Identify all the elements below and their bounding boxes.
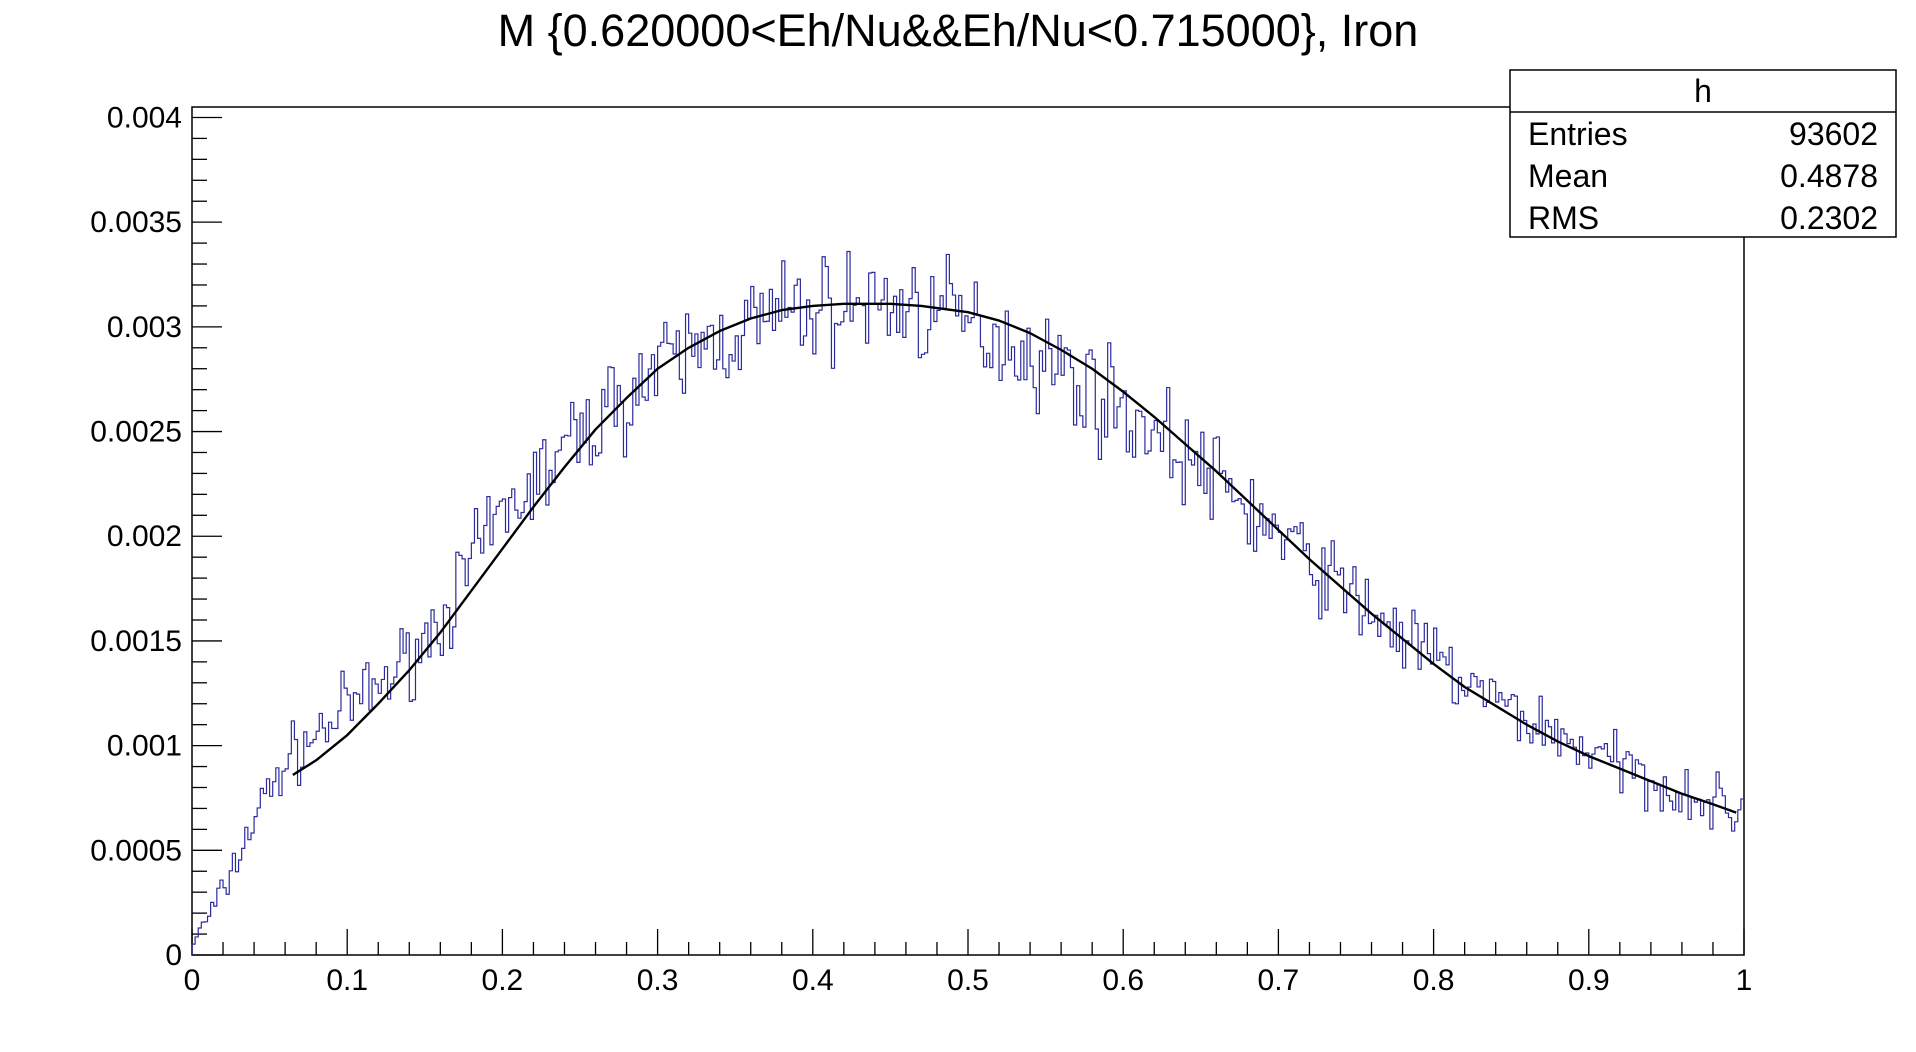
stats-entries-value: 93602 [1789,116,1878,152]
stats-name: h [1694,73,1712,109]
y-tick-label: 0.004 [107,101,182,134]
x-tick-label: 0.2 [482,964,524,997]
x-tick-label: 0.6 [1102,964,1144,997]
x-tick-label: 0.4 [792,964,834,997]
x-axis: 0 0.1 0.2 0.3 0.4 0.5 0.6 0.7 0.8 0.9 1 [184,929,1753,997]
x-tick-label: 0.5 [947,964,989,997]
stats-mean-label: Mean [1528,158,1608,194]
y-tick-label: 0.0035 [90,206,182,239]
stats-mean-value: 0.4878 [1780,158,1878,194]
histogram-layer [191,250,1744,955]
y-tick-label: 0.002 [107,520,182,553]
x-tick-label: 0.8 [1413,964,1455,997]
fit-curve [292,302,1737,814]
x-tick-label: 0.3 [637,964,679,997]
y-tick-label: 0 [165,939,182,972]
y-tick-label: 0.0005 [90,834,182,867]
stats-box: h Entries 93602 Mean 0.4878 RMS 0.2302 [1509,69,1897,238]
y-tick-label: 0.0025 [90,416,182,449]
stats-rms-value: 0.2302 [1780,200,1878,236]
histogram-line [191,250,1744,955]
x-tick-label: 0.7 [1258,964,1300,997]
y-tick-label: 0.0015 [90,625,182,658]
y-axis: 0 0.0005 0.001 0.0015 0.002 0.0025 0.003 0.0035… [90,101,222,972]
x-tick-label: 1 [1736,964,1753,997]
stats-rms-label: RMS [1528,200,1599,236]
fit-layer [292,302,1737,814]
x-tick-label: 0.1 [326,964,368,997]
x-tick-label: 0 [184,964,201,997]
y-tick-label: 0.003 [107,311,182,344]
stats-entries-label: Entries [1528,116,1628,152]
y-tick-label: 0.001 [107,730,182,763]
chart-title: M {0.620000<Eh/Nu&&Eh/Nu<0.715000}, Iron [498,5,1419,56]
x-tick-label: 0.9 [1568,964,1610,997]
